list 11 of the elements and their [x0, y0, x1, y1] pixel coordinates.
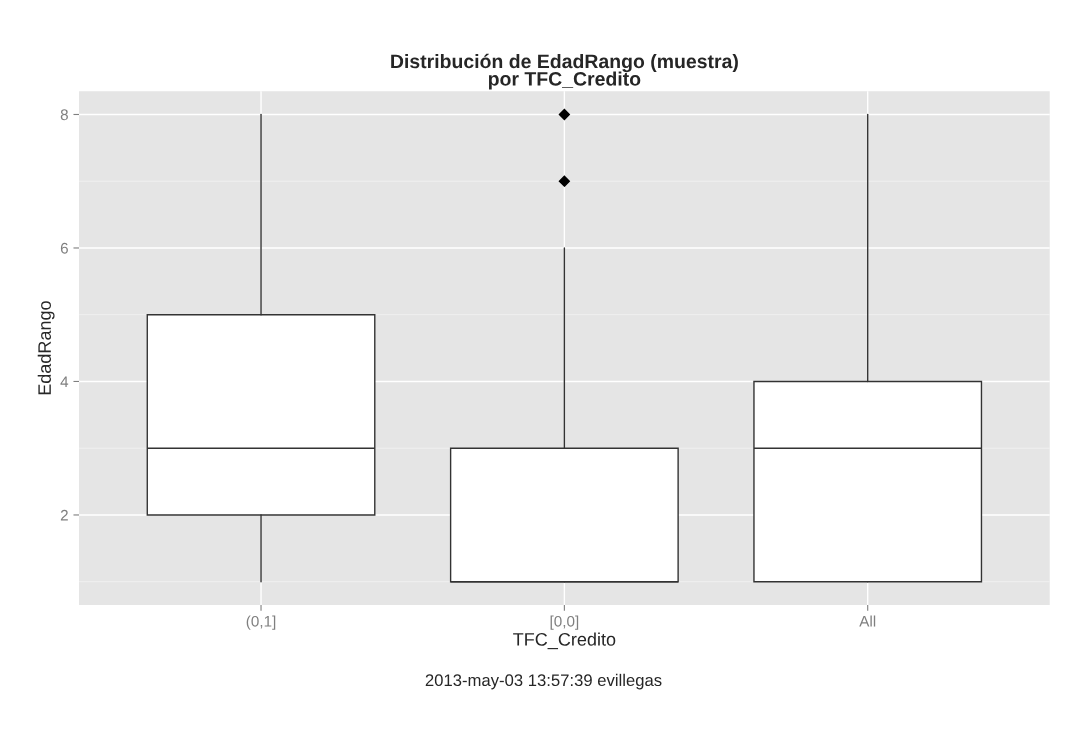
x-tick-label: [0,0]	[550, 615, 579, 630]
y-tick-label: 6	[60, 242, 68, 254]
y-tick-label: 4	[60, 376, 69, 388]
x-axis-title: TFC_Credito	[513, 632, 616, 650]
y-tick-label: 2	[60, 509, 68, 521]
chart-title: Distribución de EdadRango (muestra) por TFC_Credito	[391, 53, 738, 90]
text: 2013-may-03 13:57:39 evillegas	[425, 673, 662, 690]
y-axis-title: EdadRango	[37, 301, 55, 395]
x-tick-label: (0,1]	[246, 615, 276, 630]
x-tick-label: All	[859, 615, 876, 627]
y-tick-label: 8	[60, 109, 68, 121]
